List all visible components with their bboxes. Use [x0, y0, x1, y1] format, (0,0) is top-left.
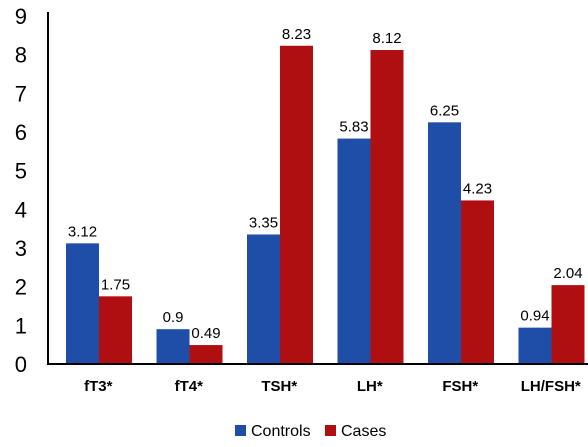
data-label-controls-5: 0.94 — [520, 308, 549, 325]
data-label-cases-4: 4.23 — [463, 180, 492, 197]
x-tick-label: FSH* — [442, 378, 478, 395]
data-label-controls-0: 3.12 — [68, 223, 97, 240]
bar-cases-4 — [461, 200, 494, 364]
data-label-controls-2: 3.35 — [249, 214, 278, 231]
bar-cases-2 — [280, 45, 313, 365]
data-label-cases-1: 0.49 — [191, 325, 220, 342]
y-tick-label: 4 — [15, 197, 27, 222]
data-label-cases-3: 8.12 — [372, 30, 401, 47]
x-tick-label: LH/FSH* — [521, 378, 581, 395]
y-tick-label: 3 — [15, 236, 27, 261]
x-tick-label: TSH* — [261, 378, 297, 395]
x-tick-label: LH* — [357, 378, 383, 395]
y-tick-label: 7 — [15, 81, 27, 106]
x-tick-label: fT4* — [175, 378, 204, 395]
y-tick-label: 6 — [15, 120, 27, 145]
data-label-controls-1: 0.9 — [163, 309, 184, 326]
y-tick-label: 2 — [15, 275, 27, 300]
bar-controls-3 — [337, 138, 371, 364]
bar-controls-0 — [66, 243, 99, 364]
y-tick-label: 9 — [15, 4, 27, 29]
bar-cases-0 — [99, 296, 132, 364]
y-axis: 0 1 2 3 4 5 6 7 8 9 — [15, 4, 49, 377]
legend-label-controls: Controls — [251, 423, 311, 440]
legend-swatch-controls — [235, 425, 246, 436]
data-label-cases-2: 8.23 — [282, 26, 311, 43]
legend-swatch-cases — [325, 425, 336, 436]
bar-controls-4 — [428, 122, 461, 364]
bar-controls-5 — [518, 327, 552, 364]
y-tick-label: 8 — [15, 43, 27, 68]
x-tick-label: fT3* — [84, 378, 113, 395]
data-labels-layer: 3.12 1.75 0.9 0.49 3.35 8.23 5.83 8.12 6.25 4.23 0… — [68, 26, 583, 342]
bar-cases-5 — [551, 285, 585, 364]
data-label-controls-3: 5.83 — [339, 119, 368, 136]
bar-controls-1 — [156, 329, 190, 364]
y-tick-label: 5 — [15, 159, 27, 184]
data-label-cases-5: 2.04 — [553, 265, 582, 282]
legend: Controls Cases — [235, 423, 386, 440]
y-tick-label: 0 — [15, 352, 27, 377]
data-label-controls-4: 6.25 — [430, 102, 459, 119]
x-axis: fT3* fT4* TSH* LH* FSH* LH/FSH* — [48, 363, 588, 395]
bar-controls-2 — [247, 234, 280, 364]
bars-layer — [66, 45, 585, 365]
legend-label-cases: Cases — [341, 423, 386, 440]
bar-cases-1 — [189, 345, 223, 364]
data-label-cases-0: 1.75 — [101, 276, 130, 293]
y-tick-label: 1 — [15, 313, 27, 338]
bar-cases-3 — [370, 50, 404, 364]
